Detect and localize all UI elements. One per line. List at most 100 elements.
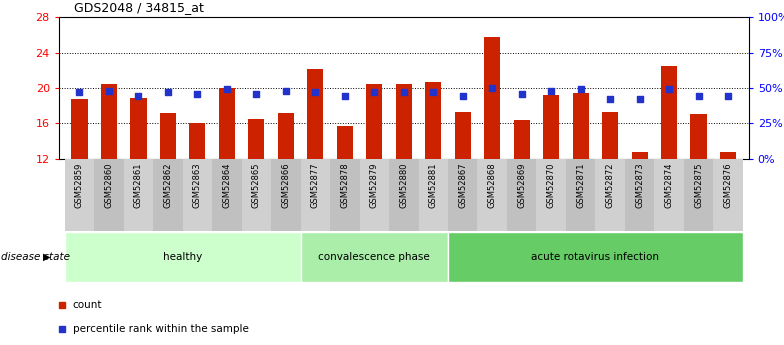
Bar <box>336 126 353 159</box>
Bar <box>212 159 241 231</box>
Bar <box>625 159 655 231</box>
Bar <box>241 159 271 231</box>
Bar <box>566 159 595 231</box>
Bar <box>632 151 648 159</box>
Bar <box>713 159 742 231</box>
Text: acute rotavirus infection: acute rotavirus infection <box>532 252 659 262</box>
Bar <box>65 159 94 231</box>
Bar <box>249 119 264 159</box>
Point <box>103 88 115 93</box>
Point <box>132 94 145 99</box>
Text: GSM52871: GSM52871 <box>576 162 585 208</box>
Text: GSM52860: GSM52860 <box>104 162 114 208</box>
Point <box>368 89 380 95</box>
Text: GSM52872: GSM52872 <box>606 162 615 208</box>
Text: GSM52870: GSM52870 <box>546 162 556 208</box>
Point <box>486 85 499 91</box>
Bar <box>655 159 684 231</box>
Text: disease state: disease state <box>1 252 70 262</box>
Point <box>456 94 469 99</box>
Point <box>220 87 233 92</box>
Bar <box>300 159 330 231</box>
Bar <box>425 82 441 159</box>
Bar <box>330 159 360 231</box>
Bar <box>691 115 706 159</box>
Bar <box>94 159 124 231</box>
Point <box>280 88 292 93</box>
Text: GSM52864: GSM52864 <box>223 162 231 208</box>
Bar <box>484 37 500 159</box>
Text: GSM52877: GSM52877 <box>310 162 320 208</box>
Point <box>250 91 263 96</box>
Bar <box>360 159 389 231</box>
Text: GSM52865: GSM52865 <box>252 162 261 208</box>
Point <box>545 88 557 93</box>
Text: GSM52861: GSM52861 <box>134 162 143 208</box>
Point <box>339 94 351 99</box>
Text: healthy: healthy <box>163 252 202 262</box>
Point <box>309 89 321 95</box>
Bar <box>271 159 300 231</box>
Bar <box>507 159 536 231</box>
Bar <box>543 95 559 159</box>
Bar <box>602 112 619 159</box>
Bar <box>536 159 566 231</box>
Bar <box>278 113 294 159</box>
Text: GSM52881: GSM52881 <box>429 162 437 208</box>
Point <box>191 91 204 96</box>
Bar <box>183 159 212 231</box>
Text: ▶: ▶ <box>43 252 51 262</box>
Point <box>427 89 440 95</box>
Bar <box>720 151 736 159</box>
Bar <box>455 112 471 159</box>
Bar <box>307 69 324 159</box>
Bar <box>65 232 300 282</box>
Text: GSM52866: GSM52866 <box>281 162 290 208</box>
Bar <box>684 159 713 231</box>
Bar <box>366 85 383 159</box>
Text: GDS2048 / 34815_at: GDS2048 / 34815_at <box>74 1 205 14</box>
Text: percentile rank within the sample: percentile rank within the sample <box>73 325 249 334</box>
Point <box>162 89 174 95</box>
Text: GSM52875: GSM52875 <box>694 162 703 208</box>
Point <box>692 94 705 99</box>
Point <box>604 97 616 102</box>
Bar <box>130 98 147 159</box>
Text: GSM52876: GSM52876 <box>724 162 732 208</box>
Point <box>575 87 587 92</box>
Text: count: count <box>73 300 102 309</box>
Text: GSM52880: GSM52880 <box>399 162 408 208</box>
Bar <box>514 120 530 159</box>
Bar <box>448 159 477 231</box>
Bar <box>477 159 507 231</box>
Text: GSM52862: GSM52862 <box>163 162 172 208</box>
Bar <box>389 159 419 231</box>
Bar <box>396 83 412 159</box>
Point <box>722 94 735 99</box>
Bar <box>153 159 183 231</box>
Point <box>515 91 528 96</box>
Bar <box>160 113 176 159</box>
Point <box>397 89 410 95</box>
Bar <box>189 123 205 159</box>
Bar <box>300 232 448 282</box>
Text: GSM52874: GSM52874 <box>665 162 673 208</box>
Point <box>633 97 646 102</box>
Point <box>662 87 675 92</box>
Point <box>73 89 85 95</box>
Text: convalescence phase: convalescence phase <box>318 252 430 262</box>
Text: GSM52859: GSM52859 <box>75 162 84 208</box>
Bar <box>71 99 88 159</box>
Text: GSM52873: GSM52873 <box>635 162 644 208</box>
Bar <box>124 159 153 231</box>
Bar <box>448 232 742 282</box>
Bar <box>595 159 625 231</box>
Bar <box>219 88 235 159</box>
Text: GSM52869: GSM52869 <box>517 162 526 208</box>
Text: GSM52879: GSM52879 <box>370 162 379 208</box>
Bar <box>101 85 117 159</box>
Text: GSM52867: GSM52867 <box>458 162 467 208</box>
Text: GSM52868: GSM52868 <box>488 162 497 208</box>
Text: GSM52878: GSM52878 <box>340 162 350 208</box>
Text: GSM52863: GSM52863 <box>193 162 201 208</box>
